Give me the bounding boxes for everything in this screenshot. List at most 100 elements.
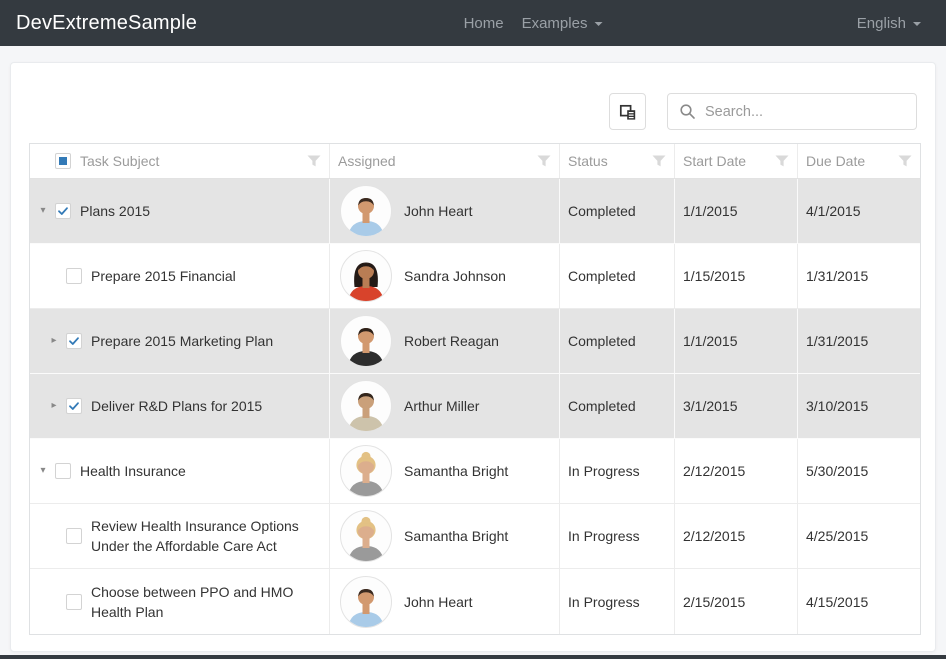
due-date-cell: 1/31/2015 xyxy=(806,333,869,349)
column-chooser-button[interactable] xyxy=(609,93,646,130)
due-date-cell: 1/31/2015 xyxy=(806,268,869,284)
content-card: Task Subject Assigned Status Start Date xyxy=(10,62,936,652)
due-date-cell: 5/30/2015 xyxy=(806,463,869,479)
select-all-checkbox[interactable] xyxy=(55,153,71,169)
avatar xyxy=(340,380,392,432)
table-row[interactable]: ▸ Prepare 2015 Marketing Plan Robert Rea… xyxy=(30,309,920,374)
filter-icon[interactable] xyxy=(652,155,666,167)
table-row[interactable]: ▸ Deliver R&D Plans for 2015 Arthur Mill… xyxy=(30,374,920,439)
task-subject-label: Prepare 2015 Financial xyxy=(91,268,236,284)
search-box xyxy=(667,93,917,130)
column-header-assigned[interactable]: Assigned xyxy=(330,144,560,178)
nav-menu: Home Examples xyxy=(455,15,612,32)
status-cell: In Progress xyxy=(560,504,675,568)
row-checkbox[interactable] xyxy=(66,398,82,414)
task-subject-cell: ▾ Health Insurance xyxy=(30,439,330,503)
nav-item-home[interactable]: Home xyxy=(455,15,513,32)
grid-rows: ▾ Plans 2015 John Heart Completed 1/1/20… xyxy=(30,179,920,634)
start-date-cell: 1/1/2015 xyxy=(675,179,798,243)
table-row[interactable]: Choose between PPO and HMO Health Plan J… xyxy=(30,569,920,634)
assignee-name: John Heart xyxy=(404,593,473,610)
column-header-label: Task Subject xyxy=(80,153,160,169)
task-subject-cell: Prepare 2015 Financial xyxy=(30,244,330,308)
filter-icon[interactable] xyxy=(775,155,789,167)
navbar: DevExtremeSample Home Examples English xyxy=(0,0,946,46)
assignee-name: Sandra Johnson xyxy=(404,268,506,284)
footer xyxy=(0,655,946,659)
column-header-status[interactable]: Status xyxy=(560,144,675,178)
row-checkbox[interactable] xyxy=(66,528,82,544)
assigned-cell: John Heart xyxy=(330,569,560,634)
column-header-task-subject[interactable]: Task Subject xyxy=(30,144,330,178)
filter-icon[interactable] xyxy=(898,155,912,167)
chevron-down-icon xyxy=(594,22,603,26)
column-header-label: Status xyxy=(568,153,608,169)
row-checkbox[interactable] xyxy=(66,268,82,284)
avatar xyxy=(340,315,392,367)
task-subject-cell: ▸ Deliver R&D Plans for 2015 xyxy=(30,374,330,438)
assignee-name: Samantha Bright xyxy=(404,463,509,479)
table-row[interactable]: Prepare 2015 Financial Sandra Johnson Co… xyxy=(30,244,920,309)
row-checkbox[interactable] xyxy=(55,203,71,219)
nav-item-examples[interactable]: Examples xyxy=(513,15,612,32)
assignee-name: Robert Reagan xyxy=(404,333,499,349)
task-subject-label: Prepare 2015 Marketing Plan xyxy=(91,333,274,349)
column-chooser-icon xyxy=(619,103,637,121)
column-header-due-date[interactable]: Due Date xyxy=(798,144,920,178)
expander-icon[interactable]: ▸ xyxy=(51,400,57,411)
task-subject-label: Plans 2015 xyxy=(80,203,151,219)
column-header-start-date[interactable]: Start Date xyxy=(675,144,798,178)
language-selector[interactable]: English xyxy=(848,15,930,32)
chevron-down-icon xyxy=(913,22,921,26)
task-subject-label: Health Insurance xyxy=(80,463,186,479)
task-subject-cell: ▸ Prepare 2015 Marketing Plan xyxy=(30,309,330,373)
row-checkbox[interactable] xyxy=(66,333,82,349)
start-date-cell: 2/12/2015 xyxy=(675,504,798,568)
row-checkbox[interactable] xyxy=(55,463,71,479)
task-subject-cell: Review Health Insurance Options Under th… xyxy=(30,504,330,568)
table-row[interactable]: ▾ Plans 2015 John Heart Completed 1/1/20… xyxy=(30,179,920,244)
status-cell: Completed xyxy=(560,244,675,308)
treelist-grid: Task Subject Assigned Status Start Date xyxy=(29,143,921,635)
column-header-label: Start Date xyxy=(683,153,747,169)
task-subject-cell: ▾ Plans 2015 xyxy=(30,179,330,243)
task-subject-label: Review Health Insurance Options Under th… xyxy=(91,518,299,554)
avatar xyxy=(340,445,392,497)
filter-icon[interactable] xyxy=(537,155,551,167)
task-subject-label: Deliver R&D Plans for 2015 xyxy=(91,398,263,414)
row-checkbox[interactable] xyxy=(66,593,82,610)
assigned-cell: Robert Reagan xyxy=(330,309,560,373)
expander-icon[interactable]: ▾ xyxy=(40,465,46,476)
assignee-name: Arthur Miller xyxy=(404,398,480,414)
start-date-cell: 1/15/2015 xyxy=(675,244,798,308)
start-date-cell: 2/15/2015 xyxy=(675,569,798,634)
grid-header-row: Task Subject Assigned Status Start Date xyxy=(30,144,920,179)
table-row[interactable]: ▾ Health Insurance Samantha Bright In Pr… xyxy=(30,439,920,504)
column-header-label: Assigned xyxy=(338,153,396,169)
table-row[interactable]: Review Health Insurance Options Under th… xyxy=(30,504,920,569)
expander-icon[interactable]: ▸ xyxy=(51,335,57,346)
due-date-cell: 4/1/2015 xyxy=(806,203,861,219)
filter-icon[interactable] xyxy=(307,155,321,167)
assignee-name: John Heart xyxy=(404,203,473,219)
start-date-cell: 3/1/2015 xyxy=(675,374,798,438)
avatar xyxy=(340,250,392,302)
status-cell: In Progress xyxy=(560,439,675,503)
assigned-cell: Arthur Miller xyxy=(330,374,560,438)
start-date-cell: 2/12/2015 xyxy=(675,439,798,503)
task-subject-cell: Choose between PPO and HMO Health Plan xyxy=(30,569,330,634)
assigned-cell: Sandra Johnson xyxy=(330,244,560,308)
expander-icon[interactable]: ▾ xyxy=(40,205,46,216)
assigned-cell: Samantha Bright xyxy=(330,439,560,503)
search-icon xyxy=(679,103,696,120)
avatar xyxy=(340,510,392,562)
nav-right: English xyxy=(848,15,930,32)
due-date-cell: 4/15/2015 xyxy=(806,593,869,610)
task-subject-label: Choose between PPO and HMO Health Plan xyxy=(91,583,294,620)
nav-item-examples-label: Examples xyxy=(521,14,588,32)
assigned-cell: John Heart xyxy=(330,179,560,243)
search-input[interactable] xyxy=(705,103,905,120)
status-cell: In Progress xyxy=(560,569,675,634)
app-brand[interactable]: DevExtremeSample xyxy=(16,11,198,34)
status-cell: Completed xyxy=(560,374,675,438)
